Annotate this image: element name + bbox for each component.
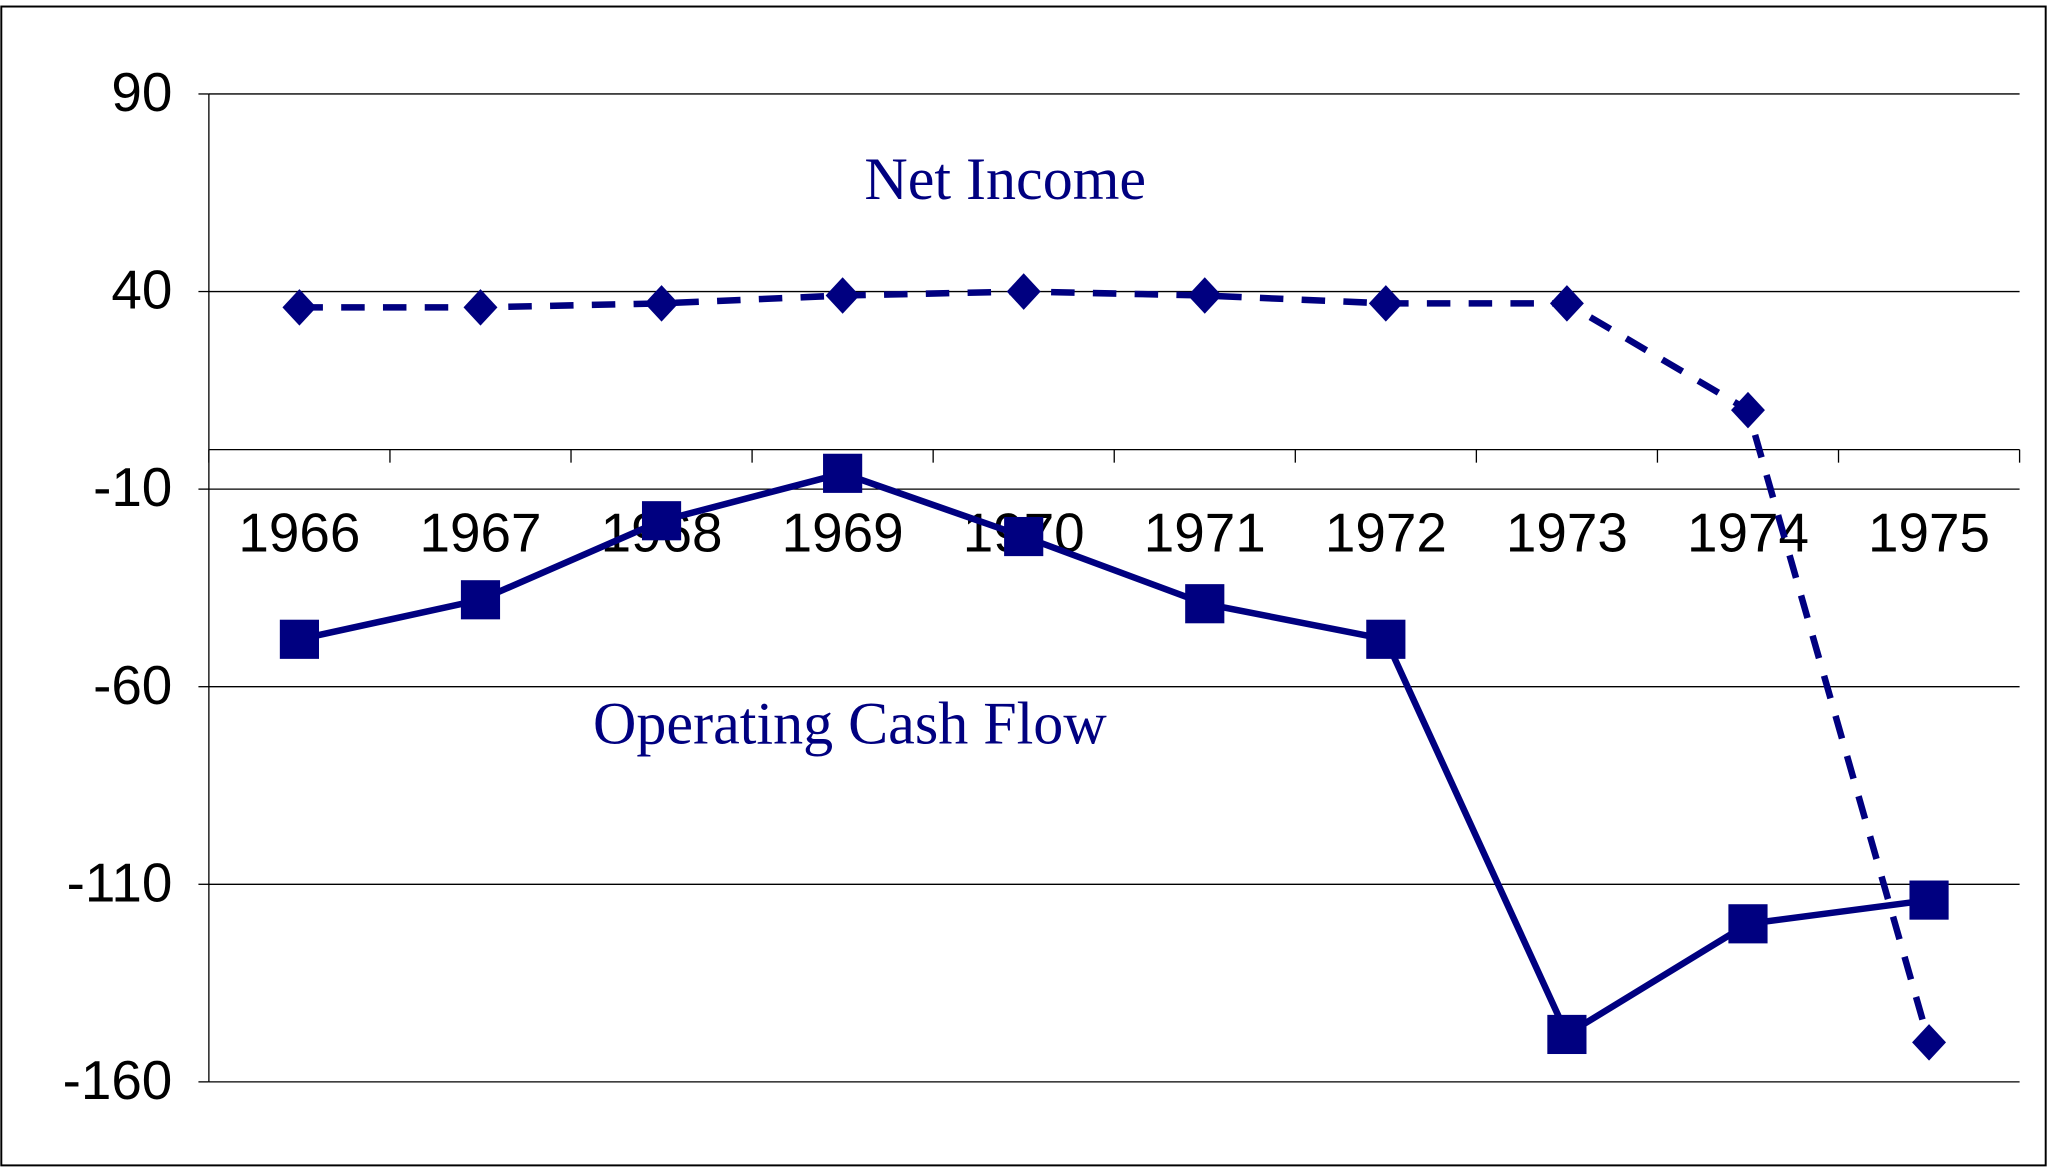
x-tick-label: 1973 bbox=[1506, 502, 1628, 564]
square-marker bbox=[460, 580, 501, 620]
y-tick-label: -10 bbox=[93, 456, 172, 518]
square-marker bbox=[279, 619, 319, 659]
diamond-marker bbox=[1731, 391, 1765, 429]
diamond-marker bbox=[1006, 273, 1041, 310]
x-tick-label: 1966 bbox=[238, 502, 360, 564]
diamond-marker bbox=[644, 285, 679, 322]
chart-border bbox=[0, 5, 2047, 1167]
diamond-marker bbox=[282, 289, 317, 326]
x-tick-label: 1975 bbox=[1868, 502, 1990, 564]
series-label: Net Income bbox=[864, 145, 1146, 212]
y-tick-label: -110 bbox=[67, 851, 173, 913]
diamond-marker bbox=[1912, 1024, 1947, 1061]
diamond-marker bbox=[1187, 277, 1222, 314]
diamond-marker bbox=[463, 289, 498, 326]
diamond-marker bbox=[825, 277, 860, 314]
square-marker bbox=[641, 501, 682, 541]
square-marker bbox=[1728, 904, 1768, 944]
square-marker bbox=[1004, 516, 1044, 557]
x-tick-label: 1972 bbox=[1325, 502, 1447, 564]
x-tick-label: 1967 bbox=[420, 502, 542, 564]
diamond-marker bbox=[1549, 285, 1584, 322]
series-label: Operating Cash Flow bbox=[593, 689, 1107, 756]
y-tick-label: 90 bbox=[111, 61, 172, 123]
y-tick-label: -60 bbox=[93, 654, 172, 716]
x-tick-label: 1969 bbox=[782, 502, 904, 564]
square-marker bbox=[1366, 619, 1406, 659]
square-marker bbox=[1547, 1014, 1587, 1055]
series-line bbox=[299, 288, 1933, 1044]
x-tick-label: 1974 bbox=[1687, 502, 1809, 564]
y-tick-label: 40 bbox=[111, 259, 172, 321]
square-marker bbox=[1909, 880, 1949, 920]
y-tick-label: -160 bbox=[63, 1049, 173, 1111]
series-line bbox=[298, 469, 1930, 1040]
square-marker bbox=[1185, 584, 1225, 624]
diamond-marker bbox=[1368, 285, 1403, 322]
x-tick-label: 1971 bbox=[1144, 502, 1266, 564]
square-marker bbox=[823, 453, 863, 493]
